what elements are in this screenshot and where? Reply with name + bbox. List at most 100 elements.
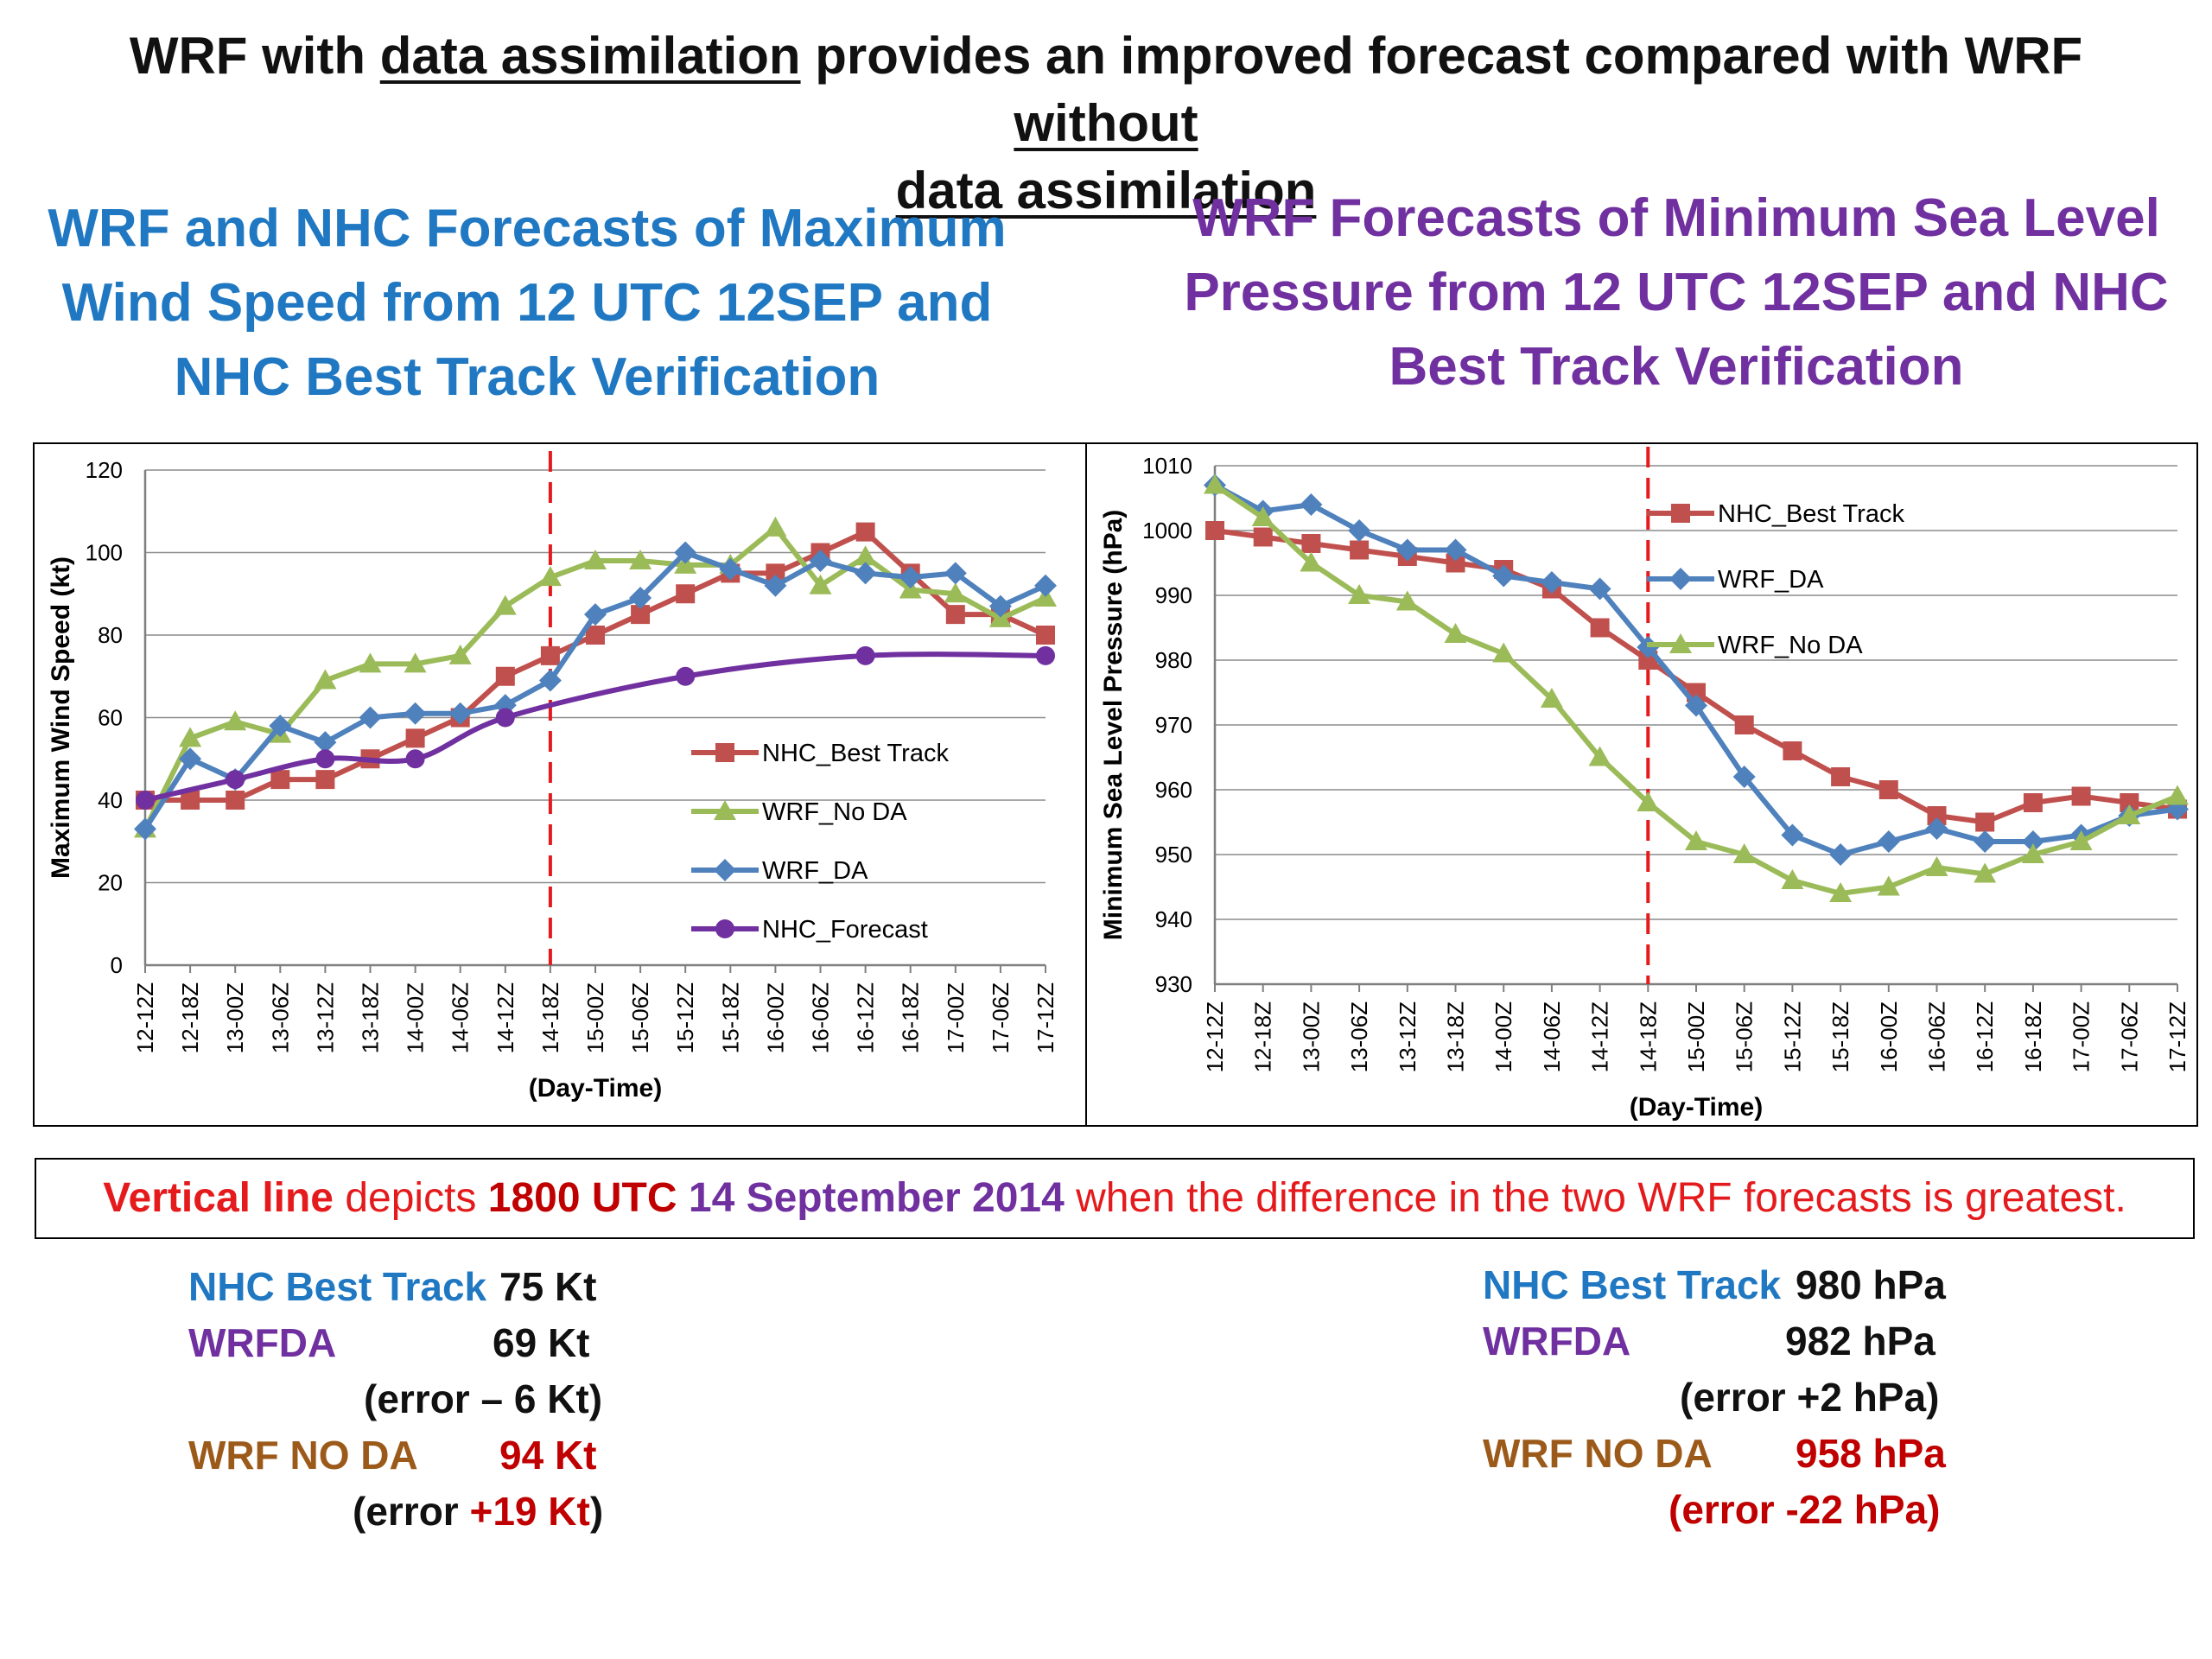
pressure-point-wrf-no-da: [1300, 551, 1323, 572]
wind-speed-chart-frame: 0 20 40 60 80 100 120 12-12Z 12-18Z 13-00Z 13-06Z 1…: [33, 442, 1089, 1127]
pressure-series-wrf-da: [1204, 474, 2189, 866]
wind-point-nhc-forecast: [226, 770, 245, 790]
pressure-series-nhc-best-track: [1205, 521, 2187, 832]
wind-point-wrf-da: [448, 702, 472, 725]
wind-legend-marker: [715, 743, 734, 762]
wind-point-wrf-no-da: [224, 710, 247, 731]
wind-point-wrf-da: [809, 550, 832, 573]
pressure-x-tick-label: 16-12Z: [1972, 1001, 1998, 1072]
wind-legend-item-wrf-no-da: WRF_No DA: [691, 798, 907, 826]
pressure-x-tick-label: 13-18Z: [1443, 1001, 1469, 1072]
wind-point-wrf-da: [944, 562, 967, 585]
wind-x-tick-label: 15-18Z: [717, 982, 743, 1053]
pressure-point-wrf-no-da: [1732, 843, 1756, 863]
wind-subtitle-line3: NHC Best Track Verification: [174, 347, 880, 407]
pressure-x-tick-label: 17-12Z: [2164, 1001, 2190, 1072]
wind-point-wrf-da: [584, 603, 607, 626]
pressure-point-wrf-da: [1974, 830, 1997, 853]
wind-point-wrf-da: [854, 562, 877, 585]
wind-point-wrf-no-da: [809, 574, 832, 594]
pressure-point-wrf-no-da: [1974, 862, 1997, 883]
wind-x-tick-label: 14-18Z: [537, 982, 563, 1053]
wind-point-wrf-da: [1034, 574, 1057, 597]
pressure-point-nhc-best-track: [1446, 553, 1465, 573]
wind-x-tick-label: 13-00Z: [222, 982, 248, 1053]
pressure-da-error: (error +2 hPa): [1680, 1375, 1940, 1420]
pressure-x-tick-label: 17-00Z: [2069, 1001, 2094, 1072]
pressure-point-wrf-da: [1877, 830, 1900, 853]
pressure-point-wrf-da: [2021, 830, 2044, 853]
wind-legend-marker: [714, 800, 736, 820]
pressure-x-tick-label: 15-18Z: [1827, 1001, 1853, 1072]
pressure-point-nhc-best-track: [1878, 780, 1898, 799]
pressure-legend-marker: [1671, 504, 1690, 523]
pressure-legend-marker: [1669, 568, 1692, 590]
pressure-x-tick-label: 16-00Z: [1876, 1001, 1902, 1072]
headline-part2: provides an improved forecast compared w…: [800, 27, 2083, 85]
wind-point-wrf-no-da: [359, 652, 382, 673]
pressure-point-wrf-da: [1925, 817, 1948, 840]
pressure-da-label: WRFDA: [1483, 1319, 1631, 1363]
wind-y-tick-label: 60: [98, 705, 123, 731]
pressure-point-wrf-da: [1395, 538, 1419, 562]
wind-x-axis-title: (Day-Time): [529, 1074, 662, 1103]
wind-point-nhc-best-track: [945, 605, 965, 625]
wind-x-tick-label: 13-18Z: [358, 982, 384, 1053]
pressure-point-wrf-da: [1732, 766, 1756, 788]
wind-point-wrf-no-da: [584, 550, 607, 570]
wind-x-tick-label: 17-00Z: [943, 982, 969, 1053]
wind-y-tick-label: 120: [86, 457, 123, 483]
pressure-point-wrf-da: [1781, 823, 1804, 847]
pressure-series-wrf-no-da: [1204, 474, 2189, 902]
pressure-point-wrf-no-da: [1925, 856, 1948, 876]
wind-noda-label: WRF NO DA: [188, 1433, 418, 1478]
wind-y-tick-label: 100: [86, 540, 123, 566]
pressure-point-wrf-no-da: [2166, 785, 2189, 805]
headline-underline-1: data assimilation: [379, 27, 801, 85]
wind-x-tick-label: 16-06Z: [808, 982, 834, 1053]
wind-speed-chart: 0 20 40 60 80 100 120 12-12Z 12-18Z 13-00Z 13-06Z 1…: [47, 451, 1058, 1103]
pressure-y-tick-label: 980: [1155, 647, 1192, 673]
pressure-line-nhc-best-track: [1214, 528, 2178, 825]
pressure-point-wrf-no-da: [1685, 830, 1707, 850]
wind-x-tick-label: 12-12Z: [132, 982, 158, 1053]
pressure-x-tick-label: 14-18Z: [1635, 1001, 1661, 1072]
pressure-y-tick-label: 1000: [1142, 518, 1192, 543]
pressure-point-nhc-best-track: [1831, 767, 1851, 786]
wind-point-nhc-best-track: [1036, 626, 1055, 645]
wind-x-tick-label: 16-00Z: [762, 982, 788, 1053]
wind-x-tick-label: 15-12Z: [672, 982, 698, 1053]
pressure-point-wrf-no-da: [1877, 875, 1900, 896]
pressure-legend-label: NHC_Best Track: [1718, 500, 1904, 528]
pressure-y-axis-title: Minimum Sea Level Pressure (hPa): [1099, 510, 1128, 941]
wind-point-nhc-forecast: [136, 791, 155, 810]
vertical-line-note: Vertical line depicts 1800 UTC 14 Septem…: [35, 1158, 2195, 1239]
wind-legend-marker: [715, 919, 734, 938]
pressure-legend-label: WRF_No DA: [1718, 632, 1863, 659]
headline-part1: WRF with: [129, 27, 380, 85]
pressure-legend-item-wrf-da: WRF_DA: [1647, 566, 1824, 594]
wind-chart-subtitle: WRF and NHC Forecasts of Maximum Wind Sp…: [35, 192, 1020, 415]
wind-point-wrf-da: [404, 702, 427, 725]
pressure-subtitle-line1: WRF Forecasts of Minimum Sea Level: [1192, 188, 2160, 248]
pressure-noda-value: 958 hPa: [1796, 1431, 1946, 1476]
pressure-legend-marker: [1669, 633, 1692, 653]
wind-point-wrf-no-da: [179, 727, 202, 747]
wind-point-wrf-no-da: [764, 516, 787, 537]
pressure-point-nhc-best-track: [1205, 521, 1224, 540]
pressure-point-wrf-da: [1300, 493, 1323, 516]
wind-point-nhc-best-track: [676, 584, 696, 604]
pressure-point-wrf-no-da: [2118, 804, 2141, 824]
pressure-point-wrf-da: [1444, 538, 1467, 562]
pressure-da-value: 982 hPa: [1785, 1319, 1936, 1363]
wind-point-nhc-forecast: [405, 749, 425, 769]
wind-x-tick-label: 16-18Z: [898, 982, 924, 1053]
pressure-point-wrf-no-da: [2069, 830, 2093, 850]
note-rest: when the difference in the two WRF forec…: [1064, 1175, 2126, 1221]
wind-point-wrf-no-da: [404, 652, 427, 673]
pressure-point-wrf-no-da: [1444, 623, 1467, 643]
pressure-x-tick-label: 14-12Z: [1587, 1001, 1613, 1072]
wind-point-wrf-da: [179, 747, 202, 771]
pressure-point-nhc-best-track: [1734, 715, 1754, 734]
wind-x-tick-label: 14-12Z: [493, 982, 518, 1053]
